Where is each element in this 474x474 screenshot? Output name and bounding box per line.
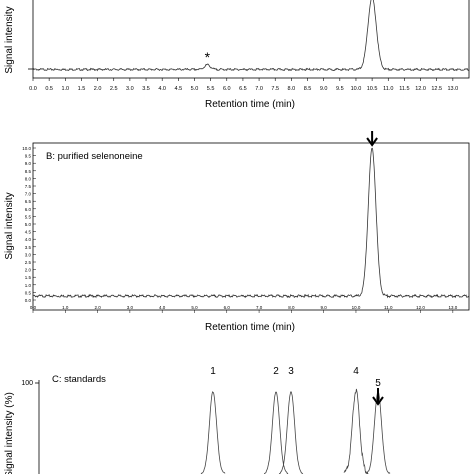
panel-a-x-tick-label: 5.0 bbox=[191, 86, 199, 92]
panel-c-peak-trace bbox=[278, 391, 304, 474]
panel-a-xlabel: Retention time (min) bbox=[205, 99, 295, 110]
panel-a-x-tick-label: 8.0 bbox=[288, 86, 296, 92]
panel-b-y-tick-label: 7.5 bbox=[25, 184, 32, 189]
panel-a-x-tick-label: 9.0 bbox=[320, 86, 328, 92]
panel-a-x-tick-label: 2.5 bbox=[110, 86, 118, 92]
panel-a-x-tick-label: 1.0 bbox=[61, 86, 69, 92]
panel-a-x-ticks: 0.0 0.5 1.0 1.5 2.0 2.5 3.0 3.5 4.0 4.5 5.0 5.5 6.0 6… bbox=[29, 78, 458, 92]
panel-a-x-tick-label: 1.5 bbox=[78, 86, 86, 92]
panel-b-title: B: purified selenoneine bbox=[46, 151, 143, 162]
panel-b-y-tick-label: 6.5 bbox=[25, 199, 32, 204]
panel-a-ylabel: Signal intensity bbox=[4, 6, 15, 73]
panel-c-peak-label: 4 bbox=[353, 366, 359, 377]
panel-b: B: purified selenoneine Signal intensity… bbox=[4, 131, 470, 333]
panel-c-peak-trace bbox=[263, 391, 289, 474]
panel-b-y-tick-label: 0.5 bbox=[25, 290, 32, 295]
panel-b-plot-frame bbox=[32, 142, 470, 311]
panel-b-x-tick-label: 6.0 bbox=[224, 305, 231, 310]
panel-a-x-tick-label: 13.0 bbox=[447, 86, 458, 92]
panel-b-y-ticks: 0.0 0.5 1.0 1.5 2.0 2.5 3.0 3.5 4.0 4.5 5.0 5.5 6.0 6… bbox=[22, 146, 36, 303]
panel-c-peak-label: 3 bbox=[288, 366, 294, 377]
panel-a-x-tick-label: 10.5 bbox=[367, 86, 378, 92]
panel-b-x-tick-label: 9.0 bbox=[321, 305, 328, 310]
panel-b-x-ticks: 0.0 1.0 2.0 3.0 4.0 5.0 6.0 7.0 8.0 9.0 10.0 11.0 12… bbox=[30, 305, 458, 313]
panel-b-x-tick-label: 10.0 bbox=[352, 305, 361, 310]
panel-a-x-tick-label: 8.5 bbox=[304, 86, 312, 92]
panel-a-x-tick-label: 0.5 bbox=[45, 86, 53, 92]
panel-a-trace bbox=[32, 0, 470, 72]
panel-c-y-tick-label-100: 100 bbox=[21, 380, 33, 387]
panel-c: 100 C: standards Signal intensity (%) 1 2… bbox=[4, 366, 391, 474]
panel-b-peak-arrow bbox=[366, 131, 378, 147]
panel-a-x-tick-label: 4.5 bbox=[175, 86, 183, 92]
panel-b-x-tick-label: 3.0 bbox=[127, 305, 134, 310]
panel-b-y-tick-label: 9.5 bbox=[25, 154, 32, 159]
panel-b-x-tick-label: 4.0 bbox=[159, 305, 166, 310]
panel-b-ylabel: Signal intensity bbox=[4, 192, 15, 259]
panel-b-xlabel: Retention time (min) bbox=[205, 322, 295, 333]
panel-b-y-tick-label: 1.5 bbox=[25, 275, 32, 280]
panel-a-x-tick-label: 6.0 bbox=[223, 86, 231, 92]
panel-b-y-tick-label: 9.0 bbox=[25, 161, 32, 166]
panel-b-y-tick-label: 2.0 bbox=[25, 268, 32, 273]
panel-b-y-tick-label: 2.5 bbox=[25, 260, 32, 265]
panel-b-y-tick-label: 4.0 bbox=[25, 237, 32, 242]
panel-b-y-tick-label: 5.0 bbox=[25, 222, 32, 227]
panel-b-y-tick-label: 5.5 bbox=[25, 214, 32, 219]
panel-a-x-tick-label: 10.0 bbox=[351, 86, 362, 92]
panel-b-x-tick-label: 0.0 bbox=[30, 305, 37, 310]
panel-b-x-tick-label: 11.0 bbox=[384, 305, 393, 310]
panel-c-ylabel: Signal intensity (%) bbox=[4, 392, 15, 474]
panel-a-x-tick-label: 6.5 bbox=[239, 86, 247, 92]
panel-b-x-tick-label: 2.0 bbox=[94, 305, 101, 310]
panel-b-arrow-head bbox=[366, 137, 378, 147]
panel-c-peaks: 1 2 3 45 bbox=[200, 366, 391, 474]
panel-b-y-tick-label: 6.0 bbox=[25, 207, 32, 212]
panel-a-x-tick-label: 7.5 bbox=[271, 86, 279, 92]
panel-b-y-tick-label: 8.5 bbox=[25, 169, 32, 174]
panel-b-y-tick-label: 7.0 bbox=[25, 192, 32, 197]
panel-c-peak-trace bbox=[343, 388, 369, 474]
panel-a-peak-marker-star: * bbox=[205, 49, 211, 65]
panel-a-x-tick-label: 3.5 bbox=[142, 86, 150, 92]
panel-c-peak-label: 2 bbox=[273, 366, 279, 377]
panel-b-y-tick-label: 10.0 bbox=[22, 146, 31, 151]
panel-b-x-tick-label: 12.0 bbox=[416, 305, 425, 310]
panel-a-x-tick-label: 5.5 bbox=[207, 86, 215, 92]
panel-a-x-tick-label: 4.0 bbox=[158, 86, 166, 92]
panel-c-peak-trace bbox=[200, 391, 226, 474]
panel-c-title: C: standards bbox=[52, 374, 106, 385]
panel-a: Signal intensity 0.0 0.5 1.0 1.5 2.0 2.5 3.0 3.… bbox=[4, 0, 470, 110]
panel-a-x-tick-label: 2.0 bbox=[94, 86, 102, 92]
panel-a-x-tick-label: 11.0 bbox=[383, 86, 393, 92]
panel-b-trace bbox=[32, 147, 470, 299]
panel-b-y-tick-label: 3.0 bbox=[25, 252, 32, 257]
panel-b-x-tick-label: 8.0 bbox=[288, 305, 295, 310]
panel-b-x-tick-label: 13.0 bbox=[448, 305, 457, 310]
panel-a-x-tick-label: 12.5 bbox=[431, 86, 442, 92]
panel-b-y-tick-label: 1.0 bbox=[25, 283, 32, 288]
panel-a-x-tick-label: 7.0 bbox=[255, 86, 263, 92]
panel-c-arrow-head bbox=[372, 396, 384, 406]
panel-a-x-tick-label: 12.0 bbox=[415, 86, 426, 92]
panel-b-x-tick-label: 1.0 bbox=[62, 305, 69, 310]
panel-a-x-tick-label: 0.0 bbox=[29, 86, 37, 92]
panel-b-y-tick-label: 3.5 bbox=[25, 245, 32, 250]
panel-c-peak-label: 5 bbox=[375, 378, 381, 389]
panel-a-plot-frame bbox=[32, 0, 470, 79]
panel-b-x-tick-label: 7.0 bbox=[256, 305, 263, 310]
panel-a-x-tick-label: 3.0 bbox=[126, 86, 134, 92]
panel-a-x-tick-label: 9.5 bbox=[336, 86, 344, 92]
panel-a-x-tick-label: 11.5 bbox=[399, 86, 409, 92]
panel-b-y-tick-label: 4.5 bbox=[25, 230, 32, 235]
panel-b-y-tick-label: 8.0 bbox=[25, 176, 32, 181]
panel-b-y-tick-label: 0.0 bbox=[25, 298, 32, 303]
panel-c-peak-label: 1 bbox=[210, 366, 216, 377]
panel-b-x-tick-label: 5.0 bbox=[191, 305, 198, 310]
